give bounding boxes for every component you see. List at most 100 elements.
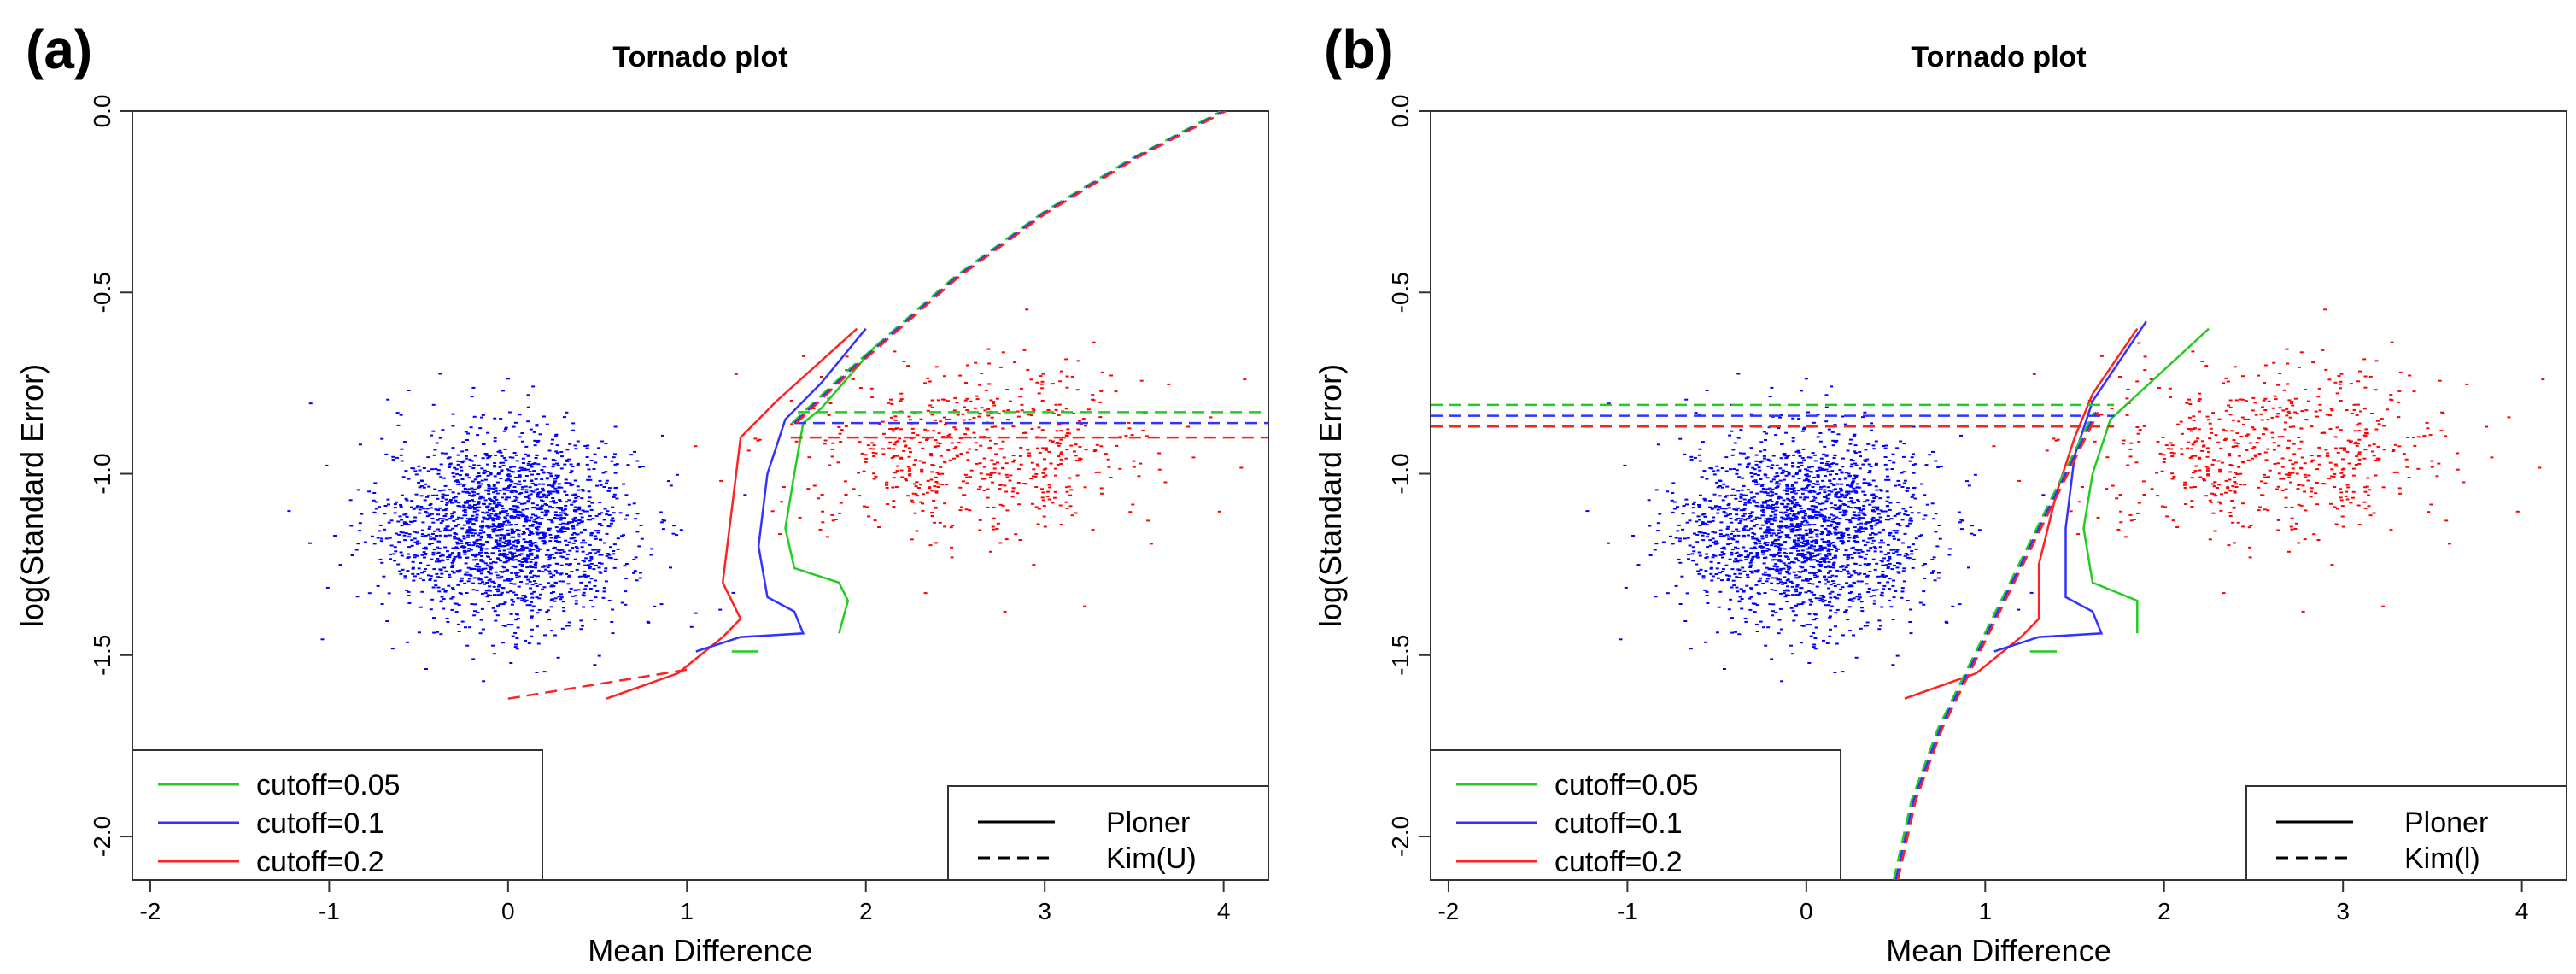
scatter-point xyxy=(2437,462,2441,465)
scatter-point xyxy=(526,500,530,502)
scatter-point xyxy=(471,460,474,462)
scatter-point xyxy=(2255,442,2259,443)
scatter-point xyxy=(2407,477,2411,478)
scatter-point xyxy=(952,409,957,412)
scatter-point xyxy=(2200,440,2204,443)
scatter-point xyxy=(1877,619,1882,622)
scatter-point xyxy=(572,532,577,534)
scatter-point xyxy=(524,515,528,518)
scatter-point xyxy=(1708,506,1712,508)
scatter-point xyxy=(470,499,474,502)
scatter-point xyxy=(411,566,415,569)
scatter-point xyxy=(946,449,951,451)
scatter-point xyxy=(837,512,841,514)
scatter-point xyxy=(899,457,904,460)
scatter-point xyxy=(1895,447,1900,449)
scatter-point xyxy=(2364,432,2368,434)
scatter-point xyxy=(530,559,535,560)
scatter-point xyxy=(480,607,484,610)
scatter-point xyxy=(1881,573,1885,576)
scatter-point xyxy=(1748,502,1752,504)
scatter-point xyxy=(1730,549,1735,551)
scatter-point xyxy=(1030,414,1034,417)
scatter-point xyxy=(1800,537,1805,539)
scatter-point xyxy=(512,425,516,428)
scatter-point xyxy=(437,540,442,543)
scatter-point xyxy=(509,613,513,615)
scatter-point xyxy=(376,537,380,539)
scatter-point xyxy=(1130,434,1134,437)
scatter-point xyxy=(584,557,588,560)
scatter-point xyxy=(549,606,553,608)
scatter-point xyxy=(1773,539,1777,542)
scatter-point xyxy=(486,457,490,460)
scatter-point xyxy=(1749,560,1753,562)
scatter-point xyxy=(610,460,614,462)
scatter-point xyxy=(1833,545,1837,548)
scatter-point xyxy=(872,455,876,457)
scatter-point xyxy=(934,445,938,448)
scatter-point xyxy=(930,512,934,513)
scatter-point xyxy=(1786,566,1790,568)
scatter-point xyxy=(502,555,506,558)
scatter-point xyxy=(1070,514,1074,517)
scatter-point xyxy=(1852,511,1856,513)
scatter-point xyxy=(1788,537,1792,539)
scatter-point xyxy=(611,608,615,611)
scatter-point xyxy=(393,512,397,514)
scatter-point xyxy=(916,487,921,489)
scatter-point xyxy=(2345,490,2349,493)
scatter-point xyxy=(510,603,514,606)
scatter-point xyxy=(430,434,434,437)
scatter-point xyxy=(546,477,549,479)
scatter-point xyxy=(1812,545,1817,548)
scatter-point xyxy=(535,531,539,534)
scatter-point xyxy=(488,455,491,458)
scatter-point xyxy=(969,476,972,478)
scatter-point xyxy=(1747,500,1751,502)
scatter-point xyxy=(459,466,463,469)
scatter-point xyxy=(453,555,457,558)
scatter-point xyxy=(1835,508,1840,510)
scatter-point xyxy=(1748,608,1753,611)
scatter-point xyxy=(589,534,594,537)
scatter-point xyxy=(1831,518,1835,520)
scatter-point xyxy=(1785,535,1789,537)
scatter-point xyxy=(1780,680,1784,683)
scatter-point xyxy=(1820,598,1824,601)
scatter-point xyxy=(612,553,616,555)
scatter-point xyxy=(1769,519,1773,521)
scatter-point xyxy=(458,569,462,572)
scatter-point xyxy=(308,402,313,405)
scatter-point xyxy=(474,519,478,522)
scatter-point xyxy=(1711,519,1715,522)
scatter-point xyxy=(998,488,1002,490)
scatter-point xyxy=(530,554,534,556)
scatter-point xyxy=(605,513,609,516)
scatter-point xyxy=(532,590,536,593)
scatter-point xyxy=(1839,487,1843,490)
scatter-point xyxy=(1022,483,1027,484)
scatter-point xyxy=(559,528,563,531)
scatter-point xyxy=(1698,554,1702,557)
scatter-point xyxy=(936,486,940,488)
scatter-point xyxy=(1059,438,1063,441)
scatter-point xyxy=(1820,538,1824,541)
scatter-point xyxy=(2340,476,2345,478)
scatter-point xyxy=(1841,543,1845,545)
scatter-point xyxy=(416,540,420,543)
scatter-point xyxy=(422,508,426,510)
scatter-point xyxy=(966,428,970,431)
scatter-point xyxy=(1048,439,1052,442)
scatter-point xyxy=(1759,527,1763,530)
scatter-point xyxy=(1762,626,1765,629)
scatter-point xyxy=(537,597,542,600)
scatter-point xyxy=(2291,472,2295,474)
scatter-point xyxy=(1742,498,1747,501)
scatter-point xyxy=(514,454,518,456)
scatter-point xyxy=(2267,400,2271,402)
scatter-point xyxy=(1774,611,1778,613)
scatter-point xyxy=(513,483,518,485)
scatter-point xyxy=(1750,558,1754,560)
scatter-point xyxy=(410,500,414,502)
